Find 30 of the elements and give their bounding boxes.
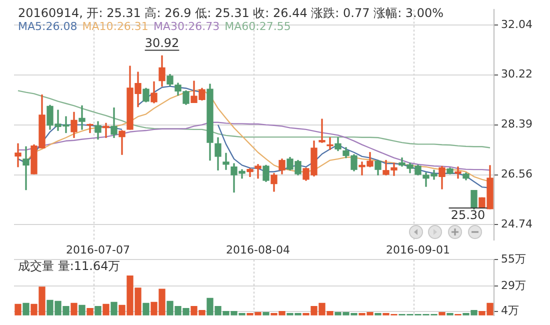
bar [70, 302, 78, 316]
bar [438, 312, 446, 316]
bar [78, 304, 86, 316]
chart-title: 成交量 量:11.64万 [18, 258, 120, 275]
bar [110, 302, 118, 316]
y-tick-label: 30.22 [501, 68, 532, 81]
text: MA60:27.55 [224, 20, 291, 33]
bar [94, 306, 102, 316]
y-tick-label: 26.56 [501, 168, 532, 181]
text: MA30:26.73 [153, 20, 220, 33]
text: MA5:26.08 [18, 20, 78, 33]
y-tick-label: 32.04 [501, 18, 532, 32]
chart-title: 20160914, 开: 25.31 高: 26.9 低: 25.31 收: 26.44 涨跌: 0.77 涨幅: 3.00% [18, 5, 444, 22]
bar [86, 308, 94, 316]
bar [22, 302, 30, 316]
bar [142, 302, 150, 316]
x-tick-label: 2016-08-04 [226, 243, 290, 256]
bar [102, 304, 110, 316]
y-tick-label: 4万 [501, 304, 519, 318]
y-tick-label: 29万 [501, 278, 526, 292]
x-tick-label: 2016-07-07 [66, 243, 130, 256]
text: MA10:26.31 [82, 20, 148, 33]
y-tick-label: 55万 [501, 252, 526, 266]
y-tick-label: 24.74 [501, 217, 532, 230]
annotation: 25.30 [450, 208, 486, 222]
annotation: 30.92 [144, 36, 180, 50]
y-tick-label: 28.39 [501, 118, 532, 131]
bar [14, 304, 22, 316]
x-tick-label: 2016-09-01 [386, 243, 450, 256]
bar [262, 312, 270, 316]
